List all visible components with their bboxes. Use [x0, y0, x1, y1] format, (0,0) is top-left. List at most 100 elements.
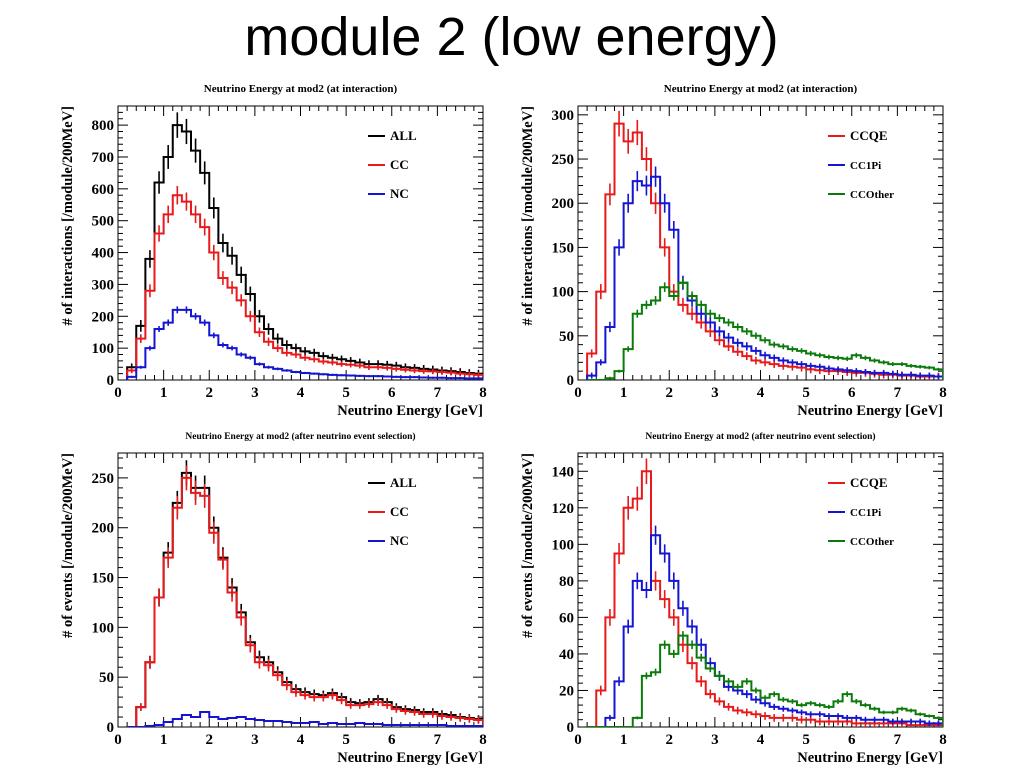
x-tick-label: 0 [114, 385, 122, 401]
x-tick-label: 5 [342, 385, 350, 401]
legend-label: CC [390, 504, 409, 519]
chart-title: Neutrino Energy at mod2 (after neutrino … [185, 431, 415, 442]
x-tick-label: 6 [848, 385, 856, 401]
legend-label: ALL [390, 128, 417, 143]
y-tick-label: 700 [92, 150, 115, 166]
x-tick-label: 8 [939, 732, 947, 748]
legend-label: CC [390, 157, 409, 172]
x-tick-label: 6 [848, 732, 856, 748]
series-ccother [587, 277, 943, 380]
chart-top-right: Neutrino Energy at mod2 (at interaction)… [520, 83, 947, 419]
x-tick-label: 8 [939, 385, 947, 401]
x-axis-label: Neutrino Energy [GeV] [797, 403, 943, 419]
y-tick-label: 0 [567, 373, 575, 389]
histogram-line [126, 124, 483, 380]
y-tick-label: 800 [92, 118, 115, 134]
x-tick-label: 1 [620, 732, 628, 748]
series-cc [127, 465, 483, 727]
x-tick-label: 3 [251, 385, 259, 401]
x-tick-label: 3 [711, 732, 719, 748]
x-tick-label: 5 [802, 385, 810, 401]
x-tick-label: 5 [802, 732, 810, 748]
y-tick-label: 0 [567, 720, 575, 736]
x-tick-label: 8 [479, 732, 487, 748]
x-tick-label: 7 [434, 385, 442, 401]
histogram-line [586, 175, 943, 380]
series-nc [126, 306, 483, 380]
x-tick-label: 4 [757, 732, 765, 748]
legend-label: CCQE [850, 475, 888, 490]
series-all [126, 112, 483, 380]
histogram-line [587, 534, 943, 727]
y-tick-label: 0 [107, 720, 115, 736]
y-tick-label: 300 [92, 277, 115, 293]
histogram-line [126, 194, 483, 380]
y-tick-label: 200 [552, 196, 575, 212]
y-tick-label: 250 [92, 471, 115, 487]
y-tick-label: 100 [92, 341, 115, 357]
x-tick-label: 7 [894, 732, 902, 748]
y-axis-label: # of interactions [/module/200MeV] [60, 106, 76, 325]
legend-label: NC [390, 186, 409, 201]
y-tick-label: 140 [552, 464, 575, 480]
y-tick-label: 300 [552, 108, 575, 124]
x-tick-label: 2 [666, 732, 674, 748]
y-axis-label: # of interactions [/module/200MeV] [520, 106, 536, 325]
x-tick-label: 0 [114, 732, 122, 748]
y-tick-label: 250 [552, 152, 575, 168]
chart-bottom-left: Neutrino Energy at mod2 (after neutrino … [60, 431, 487, 766]
chart-bottom-right: Neutrino Energy at mod2 (after neutrino … [520, 431, 947, 766]
histogram-line [127, 471, 483, 727]
x-tick-label: 0 [574, 385, 582, 401]
x-tick-label: 1 [160, 732, 168, 748]
y-tick-label: 100 [552, 285, 575, 301]
y-tick-label: 20 [559, 683, 574, 699]
x-tick-label: 8 [479, 385, 487, 401]
x-tick-label: 6 [388, 385, 396, 401]
histogram-line [127, 711, 483, 727]
legend-label: NC [390, 533, 409, 548]
x-tick-label: 7 [434, 732, 442, 748]
x-tick-label: 4 [297, 385, 305, 401]
y-tick-label: 0 [107, 373, 115, 389]
x-tick-label: 5 [342, 732, 350, 748]
page-title: module 2 (low energy) [244, 7, 779, 67]
x-tick-label: 0 [574, 732, 582, 748]
y-tick-label: 600 [92, 182, 115, 198]
x-tick-label: 3 [711, 385, 719, 401]
chart-top-left: Neutrino Energy at mod2 (at interaction)… [60, 83, 487, 419]
chart-title: Neutrino Energy at mod2 (at interaction) [204, 83, 398, 95]
x-tick-label: 2 [666, 385, 674, 401]
x-tick-label: 3 [251, 732, 259, 748]
x-tick-label: 4 [757, 385, 765, 401]
x-axis-label: Neutrino Energy [GeV] [337, 750, 483, 766]
legend-label: CCOther [850, 536, 894, 548]
legend-label: CCQE [850, 128, 888, 143]
x-axis-label: Neutrino Energy [GeV] [337, 403, 483, 419]
y-tick-label: 150 [552, 240, 575, 256]
y-tick-label: 200 [92, 309, 115, 325]
x-tick-label: 1 [620, 385, 628, 401]
y-axis-label: # of events [/module/200MeV] [60, 453, 76, 638]
chart-title: Neutrino Energy at mod2 (after neutrino … [645, 431, 875, 442]
x-tick-label: 2 [206, 385, 214, 401]
legend-label: CC1Pi [850, 160, 881, 172]
y-tick-label: 200 [92, 521, 115, 537]
y-tick-label: 500 [92, 214, 115, 230]
series-all [127, 460, 483, 727]
x-tick-label: 7 [894, 385, 902, 401]
series-cc [126, 185, 483, 380]
y-axis-label: # of events [/module/200MeV] [520, 453, 536, 638]
y-tick-label: 50 [559, 329, 574, 345]
chart-title: Neutrino Energy at mod2 (at interaction) [664, 83, 858, 95]
series-ccqe [587, 458, 943, 727]
legend-label: CCOther [850, 189, 894, 201]
series-nc [127, 711, 483, 727]
y-tick-label: 40 [559, 647, 574, 663]
legend-label: ALL [390, 475, 417, 490]
y-tick-label: 400 [92, 246, 115, 262]
y-tick-label: 60 [559, 610, 574, 626]
histogram-line [587, 281, 943, 380]
y-tick-label: 120 [552, 501, 575, 517]
x-axis-label: Neutrino Energy [GeV] [797, 750, 943, 766]
